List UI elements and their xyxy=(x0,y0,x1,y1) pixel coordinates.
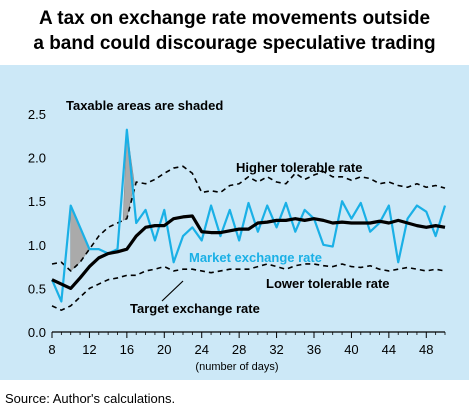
title-line-1: A tax on exchange rate movements outside xyxy=(38,8,431,29)
x-tick-label: 16 xyxy=(120,342,134,357)
label-target-exchange-rate: Target exchange rate xyxy=(130,301,260,316)
x-tick-label: 28 xyxy=(232,342,246,357)
title-line-2: a band could discourage speculative trad… xyxy=(33,33,436,54)
y-tick-label: 1.0 xyxy=(28,238,46,253)
x-tick-label: 40 xyxy=(344,342,358,357)
x-tick-label: 48 xyxy=(419,342,433,357)
label-market-exchange-rate: Market exchange rate xyxy=(189,250,322,265)
x-tick-label: 12 xyxy=(82,342,96,357)
y-tick-label: 2.0 xyxy=(28,151,46,166)
x-tick-label: 8 xyxy=(48,342,55,357)
annotations: Taxable areas are shaded Higher tolerabl… xyxy=(66,98,390,373)
x-tick-label: 24 xyxy=(194,342,208,357)
axes: 0.0 0.5 1.0 1.5 2.0 2.5 8 12 16 20 24 28 32 36 40 44 48 xyxy=(28,107,446,357)
series-market-exchange-rate xyxy=(50,128,447,303)
series-target-exchange-rate xyxy=(51,214,446,290)
series-higher-tolerable-rate xyxy=(51,165,446,272)
chart-title: A tax on exchange rate movements outside… xyxy=(0,6,469,56)
label-lower-tolerable-rate: Lower tolerable rate xyxy=(266,276,390,291)
x-tick-label: 32 xyxy=(269,342,283,357)
x-tick-label: 20 xyxy=(157,342,171,357)
y-tick-label: 0.0 xyxy=(28,325,46,340)
series-lines xyxy=(50,128,447,312)
x-axis-label: (number of days) xyxy=(195,361,278,373)
label-higher-tolerable-rate: Higher tolerable rate xyxy=(236,160,362,175)
x-tick-label: 36 xyxy=(307,342,321,357)
x-tick-label: 44 xyxy=(382,342,396,357)
source-note: Source: Author's calculations. xyxy=(5,391,176,406)
target-label-pointer xyxy=(161,280,184,302)
series-lower-tolerable-rate xyxy=(51,263,446,312)
y-tick-label: 0.5 xyxy=(28,281,46,296)
annotation-taxable-areas: Taxable areas are shaded xyxy=(66,98,223,113)
y-tick-label: 2.5 xyxy=(28,107,46,122)
y-tick-label: 1.5 xyxy=(28,194,46,209)
